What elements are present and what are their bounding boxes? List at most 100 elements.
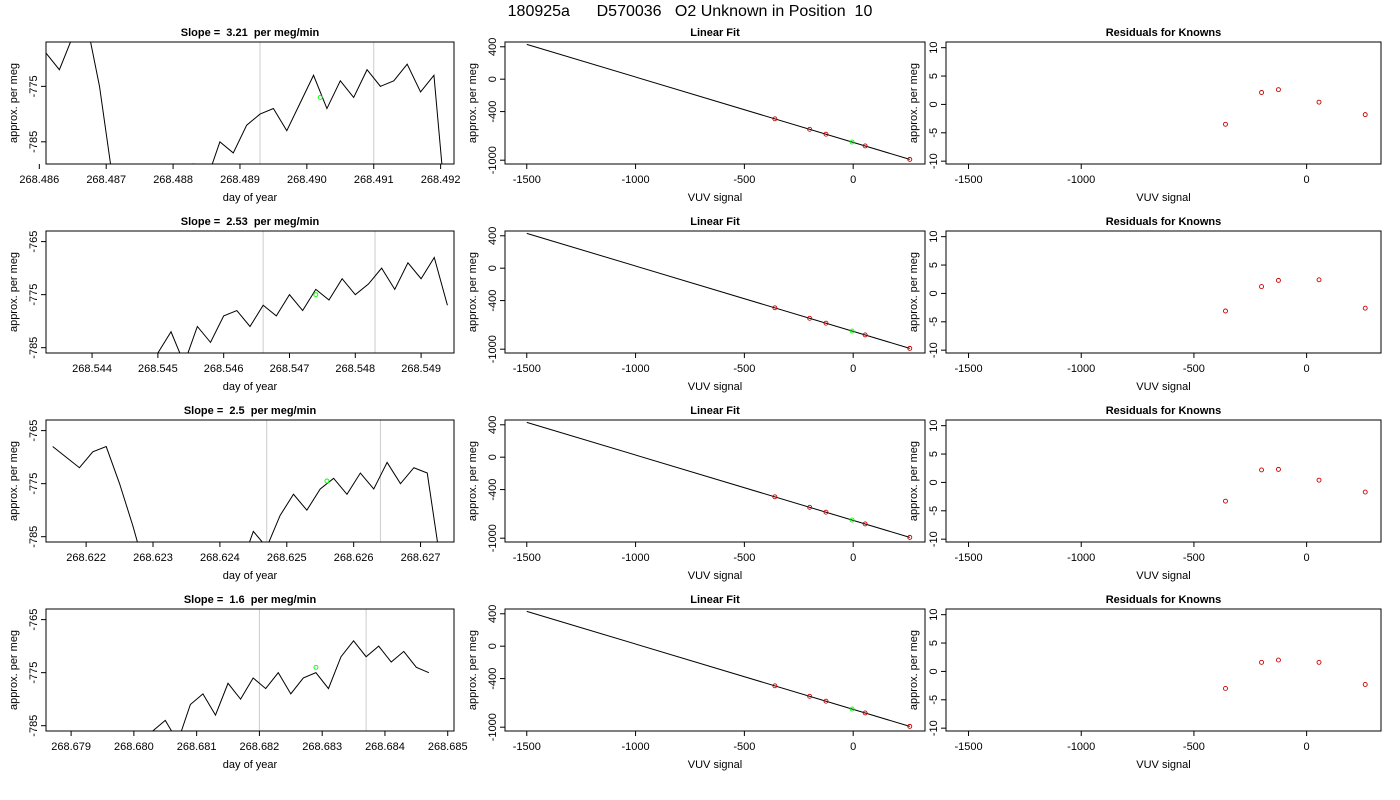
panel-title: Slope = 2.5 per meg/min [184,405,317,417]
data-point [849,139,855,145]
data-point [1259,284,1264,290]
x-tick-label: 268.548 [335,363,375,375]
data-point [862,332,868,338]
x-tick-label: -1000 [1067,363,1095,375]
panel-title: Residuals for Knowns [1106,216,1222,228]
data-point [907,345,913,351]
y-tick-label: 400 [487,227,499,245]
x-tick-label: 268.491 [354,174,394,186]
x-axis-label: day of year [223,381,278,393]
panel-title: Linear Fit [690,405,740,417]
x-tick-label: -1500 [513,174,541,186]
plot-frame [945,41,1382,165]
panel: Linear Fit VUV signal approx. per meg -1500… [467,27,926,204]
x-tick-label: 268.492 [421,174,461,186]
y-tick-label: -785 [28,131,40,153]
data-line [526,232,910,349]
y-tick-label: 0 [928,668,940,674]
x-tick-label: 268.546 [204,363,244,375]
data-point [1223,121,1228,127]
x-tick-label: -1500 [954,741,982,753]
data-point [862,521,868,527]
plot-frame [504,41,926,165]
data-point [772,683,778,689]
data-point [1275,87,1281,93]
x-tick-label: 0 [1304,741,1310,753]
y-tick-label: -10 [928,153,940,169]
x-axis-label: VUV signal [688,759,742,771]
plot-frame [504,419,926,543]
data-point [313,664,319,670]
x-tick-label: -500 [1183,363,1205,375]
x-tick-label: 0 [850,552,856,564]
panel-title: Residuals for Knowns [1106,405,1222,417]
y-axis-label: approx. per meg [467,630,479,710]
panel: Residuals for Knowns VUV signal approx. pe… [908,27,1382,204]
panel: Slope = 3.21 per meg/min day of year appro… [8,27,461,204]
x-tick-label: -500 [733,174,755,186]
data-point [1362,682,1368,687]
data-point [849,706,855,712]
y-tick-label: 5 [928,262,940,268]
x-tick-label: 268.625 [267,552,307,564]
y-tick-label: -785 [28,526,40,548]
y-axis-label: approx. per meg [467,441,479,521]
x-tick-label: 268.684 [365,741,405,753]
y-tick-label: -5 [928,317,940,327]
panel-title: Residuals for Knowns [1106,594,1222,606]
y-axis-label: approx. per meg [908,630,920,710]
y-tick-label: 0 [487,643,499,649]
plot-frame [45,230,455,354]
data-point [807,315,813,321]
plot-frame [45,419,455,543]
y-axis-label: approx. per meg [467,63,479,143]
y-tick-label: 400 [487,38,499,56]
plot-frame [945,608,1382,732]
data-line [46,42,443,164]
plot-frame [945,419,1382,543]
data-point [1259,467,1264,473]
x-tick-label: 0 [850,363,856,375]
x-tick-label: -1500 [954,174,982,186]
plot-area [152,609,430,731]
x-tick-label: 268.627 [401,552,441,564]
data-point [1362,305,1368,311]
y-tick-label: 0 [928,101,940,107]
x-tick-label: -1500 [513,552,541,564]
x-tick-label: 268.681 [177,741,217,753]
x-tick-label: 0 [850,741,856,753]
y-tick-label: 0 [487,76,499,82]
x-tick-label: 268.486 [19,174,59,186]
panel-title: Slope = 2.53 per meg/min [181,216,320,228]
y-axis-label: approx. per meg [8,441,20,521]
y-tick-label: -775 [28,75,40,97]
x-tick-label: 0 [1304,174,1310,186]
y-tick-label: -1000 [487,146,499,174]
y-tick-label: -765 [28,420,40,442]
figure-title: 180925a D570036 O2 Unknown in Position 1… [508,3,873,20]
x-tick-label: -1500 [513,741,541,753]
y-axis-label: approx. per meg [8,252,20,332]
x-tick-label: 0 [850,174,856,186]
data-point [772,494,778,500]
data-point [1362,489,1368,495]
panel-title: Linear Fit [690,27,740,39]
x-tick-label: 268.549 [401,363,441,375]
data-point [1362,112,1368,118]
y-tick-label: 10 [928,42,940,54]
panel: Residuals for Knowns VUV signal approx. pe… [908,216,1382,393]
y-tick-label: 10 [928,609,940,621]
plot-area [157,231,448,353]
data-point [907,534,913,540]
data-point [1275,277,1281,283]
data-line [526,43,910,160]
y-tick-label: -1000 [487,335,499,363]
y-axis-label: approx. per meg [467,252,479,332]
panel: Residuals for Knowns VUV signal approx. pe… [908,405,1382,582]
data-point [862,143,868,149]
x-tick-label: 268.623 [133,552,173,564]
y-axis-label: approx. per meg [8,63,20,143]
data-point [907,156,913,162]
y-tick-label: -765 [28,609,40,631]
y-tick-label: -10 [928,342,940,358]
